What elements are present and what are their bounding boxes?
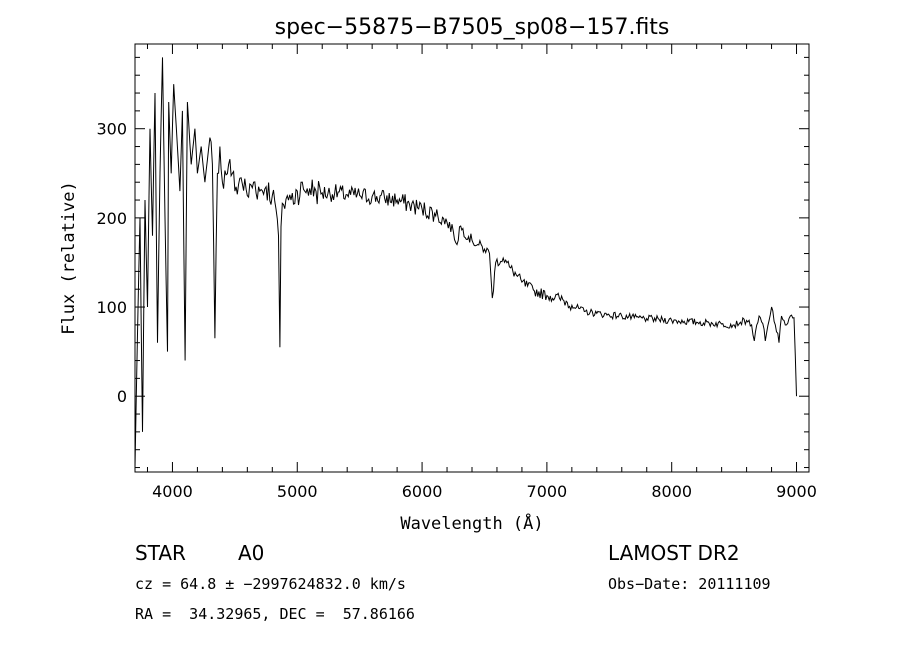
coordinates-label: RA = 34.32965, DEC = 57.86166	[135, 605, 415, 623]
redshift-label: cz = 64.8 ± −2997624832.0 km/s	[135, 575, 406, 593]
object-class-label: STAR	[135, 541, 186, 565]
x-axis-label: Wavelength (Å)	[400, 512, 543, 534]
y-tick-label: 100	[96, 298, 127, 317]
chart-title: spec−55875−B7505_sp08−157.fits	[275, 15, 670, 40]
survey-label: LAMOST DR2	[608, 541, 740, 565]
y-axis-label: Flux (relative)	[59, 181, 79, 335]
spectrum-line	[134, 57, 797, 468]
spectral-subclass-label: A0	[238, 541, 265, 565]
x-tick-label: 5000	[277, 482, 318, 501]
x-tick-label: 7000	[527, 482, 568, 501]
obs-date-label: Obs−Date: 20111109	[608, 575, 771, 593]
y-tick-label: 200	[96, 209, 127, 228]
x-tick-label: 4000	[152, 482, 193, 501]
y-tick-label: 300	[96, 120, 127, 139]
plot-frame	[134, 43, 810, 473]
x-tick-label: 6000	[402, 482, 443, 501]
x-tick-label: 8000	[651, 482, 692, 501]
y-tick-label: 0	[117, 387, 127, 406]
axes: 4000 5000 6000 7000 8000 9000 0 100 200 300	[96, 44, 817, 501]
x-tick-label: 9000	[776, 482, 817, 501]
